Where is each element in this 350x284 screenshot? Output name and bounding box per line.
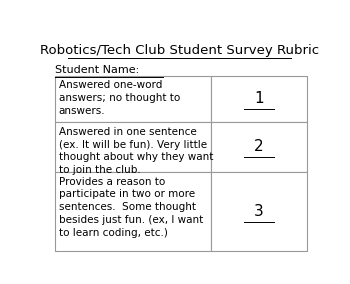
Bar (55, 76, 211, 122)
Text: Robotics/Tech Club Student Survey Rubric: Robotics/Tech Club Student Survey Rubric (40, 44, 319, 57)
Bar (211, 122, 307, 172)
Text: Student Name:: Student Name: (55, 65, 139, 75)
Text: 3: 3 (254, 204, 264, 219)
Bar (55, 122, 211, 172)
Text: Answered one-word
answers; no thought to
answers.: Answered one-word answers; no thought to… (59, 80, 180, 116)
Text: 2: 2 (254, 139, 264, 154)
Bar (211, 172, 307, 250)
Bar (211, 76, 307, 122)
Text: Answered in one sentence
(ex. It will be fun). Very little
thought about why the: Answered in one sentence (ex. It will be… (59, 127, 213, 175)
Bar (55, 172, 211, 250)
Text: Provides a reason to
participate in two or more
sentences.  Some thought
besides: Provides a reason to participate in two … (59, 177, 203, 238)
Text: 1: 1 (254, 91, 264, 106)
